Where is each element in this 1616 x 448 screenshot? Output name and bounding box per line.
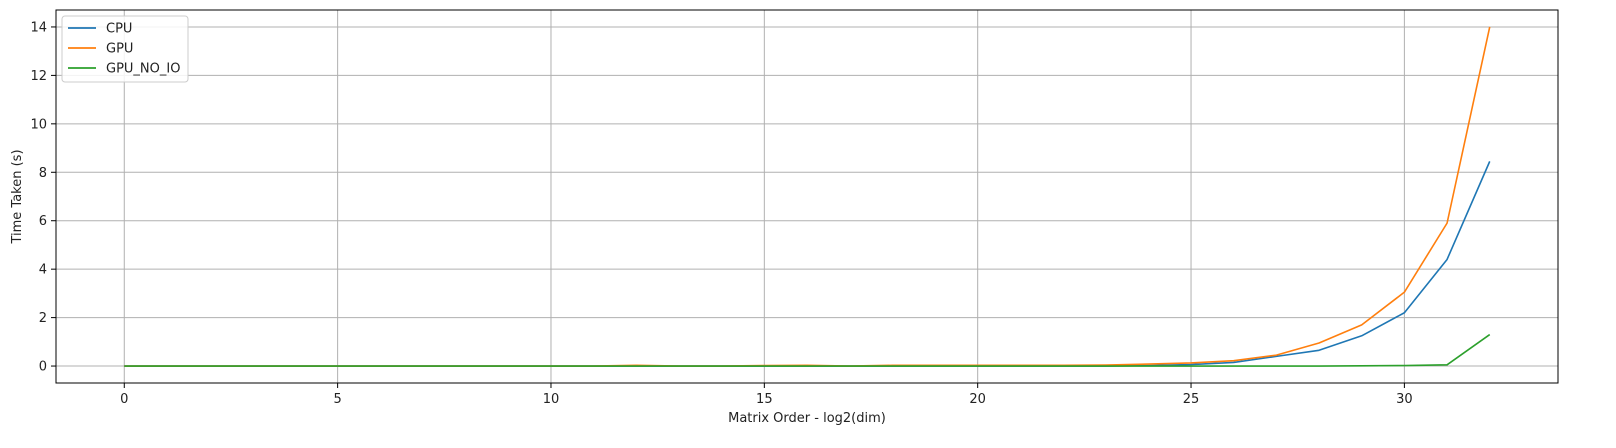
legend-box [61, 15, 189, 83]
series-line-cpu [124, 161, 1491, 367]
x-tick-label: 30 [1396, 392, 1413, 407]
x-tick-label: 15 [756, 392, 773, 407]
series-line-gpu [124, 26, 1491, 367]
y-tick-label: 12 [30, 69, 47, 84]
x-tick-label: 0 [120, 392, 128, 407]
y-tick-label: 2 [39, 311, 47, 326]
legend-label: GPU_NO_IO [106, 62, 180, 77]
x-tick-label: 5 [333, 392, 341, 407]
x-tick-label: 10 [543, 392, 560, 407]
legend: CPU GPU GPU_NO_IO [61, 15, 189, 83]
y-tick-label: 10 [30, 117, 47, 132]
y-axis-label: Time Taken (s) [10, 149, 25, 244]
x-tick-label: 20 [969, 392, 986, 407]
x-axis-ticks: 0 5 10 15 20 25 30 [120, 383, 1413, 407]
y-tick-label: 4 [39, 263, 47, 278]
grid [56, 10, 1558, 383]
y-axis-ticks: 0 2 4 6 8 10 12 14 [30, 20, 56, 375]
legend-label: CPU [106, 22, 132, 37]
x-axis-label: Matrix Order - log2(dim) [728, 411, 886, 426]
legend-label: GPU [106, 42, 133, 57]
plot-frame [55, 9, 1559, 384]
series-line-gpu-no-io [124, 333, 1491, 367]
x-tick-label: 25 [1183, 392, 1200, 407]
y-tick-label: 6 [39, 214, 47, 229]
y-tick-label: 14 [30, 20, 47, 35]
y-tick-label: 0 [39, 360, 47, 375]
y-tick-label: 8 [39, 166, 47, 181]
series-layer [124, 26, 1491, 367]
